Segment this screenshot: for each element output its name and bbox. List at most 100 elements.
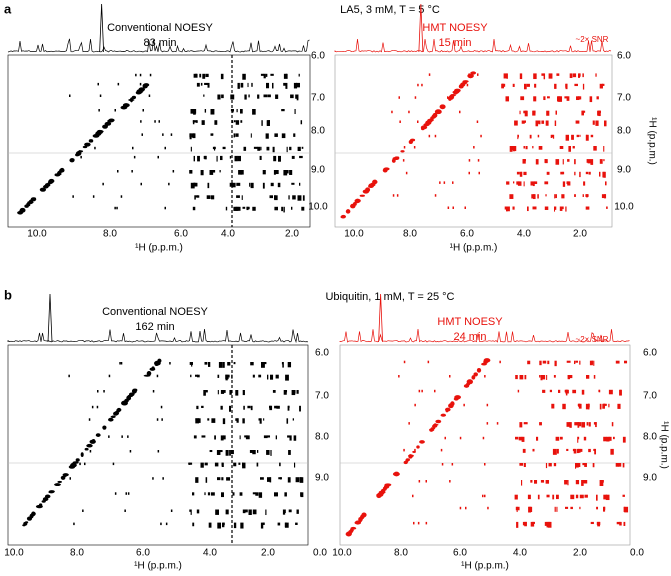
x-tick-label: 10.0 [4, 548, 24, 559]
cross-peak [452, 181, 454, 184]
cross-peak [428, 134, 431, 138]
cross-peak [579, 171, 581, 178]
cross-peak [133, 388, 138, 392]
cross-peak [225, 206, 228, 211]
cross-peak [552, 134, 555, 139]
cross-peak [216, 450, 221, 455]
cross-peak [433, 423, 437, 428]
cross-peak [249, 450, 253, 453]
cross-peak [623, 506, 626, 512]
cross-peak [468, 159, 471, 162]
cross-peak [398, 375, 400, 378]
trace-peak [418, 3, 424, 53]
cross-peak [526, 83, 530, 87]
cross-peak [588, 448, 591, 453]
cross-peak [599, 83, 603, 89]
cross-peak [281, 109, 285, 112]
cross-peak [196, 195, 200, 198]
cross-peak [208, 362, 211, 367]
cross-peak [295, 477, 300, 483]
cross-peak [567, 375, 571, 378]
cross-peak [427, 360, 430, 364]
cross-peak [114, 206, 116, 210]
cross-peak [54, 483, 61, 487]
cross-peak [583, 436, 587, 441]
cross-peak [414, 96, 417, 99]
cross-peak [274, 133, 278, 137]
cross-peak [221, 94, 224, 99]
cross-peak [481, 362, 487, 366]
cross-peak [204, 82, 208, 85]
cross-peak [242, 462, 246, 469]
cross-peak [586, 375, 590, 379]
cross-peak [238, 462, 241, 465]
cross-peak [586, 422, 589, 426]
cross-peak [523, 422, 528, 425]
cross-peak [222, 362, 225, 368]
cross-peak [622, 463, 625, 468]
cross-peak [75, 151, 82, 156]
y-tick-label: 8.0 [315, 432, 329, 443]
cross-peak [590, 521, 594, 525]
cross-peak [206, 195, 211, 199]
y-tick-label: 10.0 [614, 202, 634, 213]
cross-peak [260, 146, 262, 151]
cross-peak [521, 480, 523, 486]
x-tick-label: 0.0 [313, 548, 327, 559]
cross-peak [596, 96, 599, 100]
cross-peak [501, 83, 505, 89]
cross-peak [596, 506, 599, 510]
cross-peak [513, 181, 515, 184]
cross-peak [140, 182, 142, 186]
cross-peak [603, 171, 606, 178]
cross-peak [44, 494, 51, 499]
cross-peak [556, 494, 559, 500]
cross-peak [258, 374, 262, 378]
cross-peak [274, 195, 276, 200]
cross-peak [212, 146, 216, 150]
cross-peak [562, 181, 566, 187]
cross-peak [546, 521, 551, 528]
cross-peak [88, 139, 94, 143]
cross-peak [60, 475, 66, 480]
cross-peak [200, 462, 204, 468]
cross-peak [295, 94, 299, 99]
cross-peak [274, 492, 278, 497]
cross-peak [569, 73, 573, 79]
y-tick-label: 8.0 [311, 126, 325, 137]
cross-peak [232, 492, 235, 496]
cross-peak [361, 512, 367, 518]
cross-peak [532, 110, 536, 114]
cross-peak [192, 522, 195, 527]
cross-peak [459, 436, 462, 440]
cross-peak [581, 389, 585, 395]
cross-peak [586, 194, 589, 198]
cross-peak [512, 206, 515, 210]
cross-peak [244, 509, 248, 513]
cross-peak [555, 110, 557, 115]
cross-peak [524, 110, 528, 117]
cross-peak [391, 110, 393, 114]
cross-peak [250, 133, 252, 138]
cross-peak [269, 477, 272, 483]
cross-peak [544, 159, 547, 163]
acquisition-time: 162 min [135, 321, 174, 333]
cross-peak [413, 521, 415, 525]
cross-peak [211, 195, 215, 200]
cross-peak [534, 83, 537, 88]
cross-peak [368, 184, 374, 189]
cross-peak [506, 73, 508, 79]
cross-peak [560, 206, 564, 210]
cross-peak [572, 389, 577, 394]
cross-peak [533, 73, 537, 80]
cross-peak [250, 362, 254, 366]
cross-peak [263, 418, 265, 421]
cross-peak [196, 509, 200, 514]
cross-peak [217, 477, 221, 481]
cross-peak [574, 360, 576, 365]
cross-peak [524, 83, 527, 90]
cross-peak [611, 422, 614, 427]
cross-peak [476, 120, 479, 123]
cross-peak [575, 494, 579, 499]
cross-peak [84, 142, 91, 147]
